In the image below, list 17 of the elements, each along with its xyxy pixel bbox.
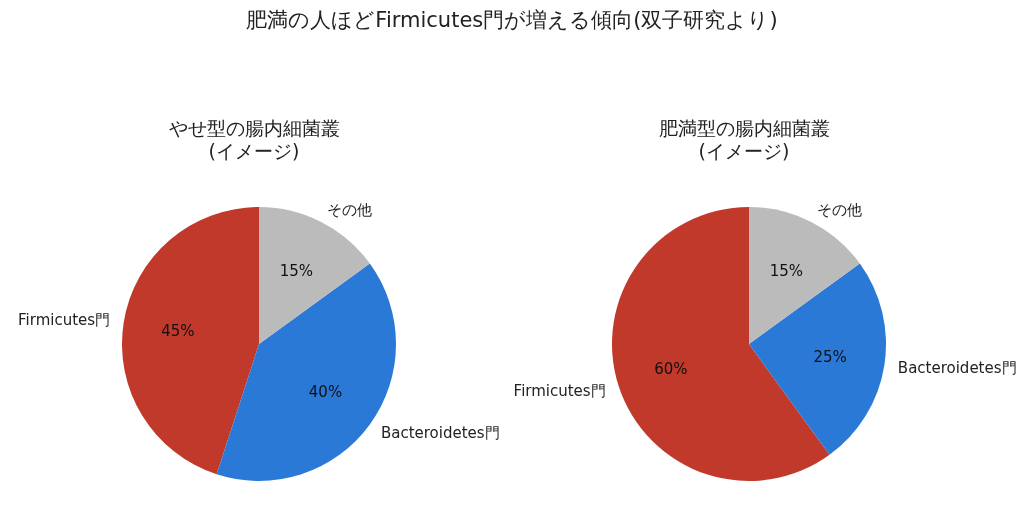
slice-label: Bacteroidetes門 <box>380 423 500 442</box>
data-label: 15% <box>769 261 803 280</box>
pie-slice <box>749 263 886 455</box>
data-label: 40% <box>308 383 343 402</box>
slice-label: その他 <box>817 200 863 219</box>
chart-title: やせ型の腸内細菌叢 (イメージ) <box>167 117 341 163</box>
data-label: 25% <box>813 347 847 366</box>
pie-slice <box>122 207 259 475</box>
data-label: 15% <box>279 261 313 280</box>
slice-label: Firmicutes門 <box>513 381 606 400</box>
slice-label: Firmicutes門 <box>18 311 111 330</box>
data-label: 60% <box>654 360 688 379</box>
slice-label: その他 <box>327 200 373 219</box>
text: 肥満の人ほどFirmicutes門が増える傾向(双子研究より) <box>245 7 779 33</box>
chart-title: 肥満型の腸内細菌叢 (イメージ) <box>657 117 831 163</box>
data-label: 45% <box>161 322 195 341</box>
slice-label: Bacteroidetes門 <box>897 358 1017 377</box>
